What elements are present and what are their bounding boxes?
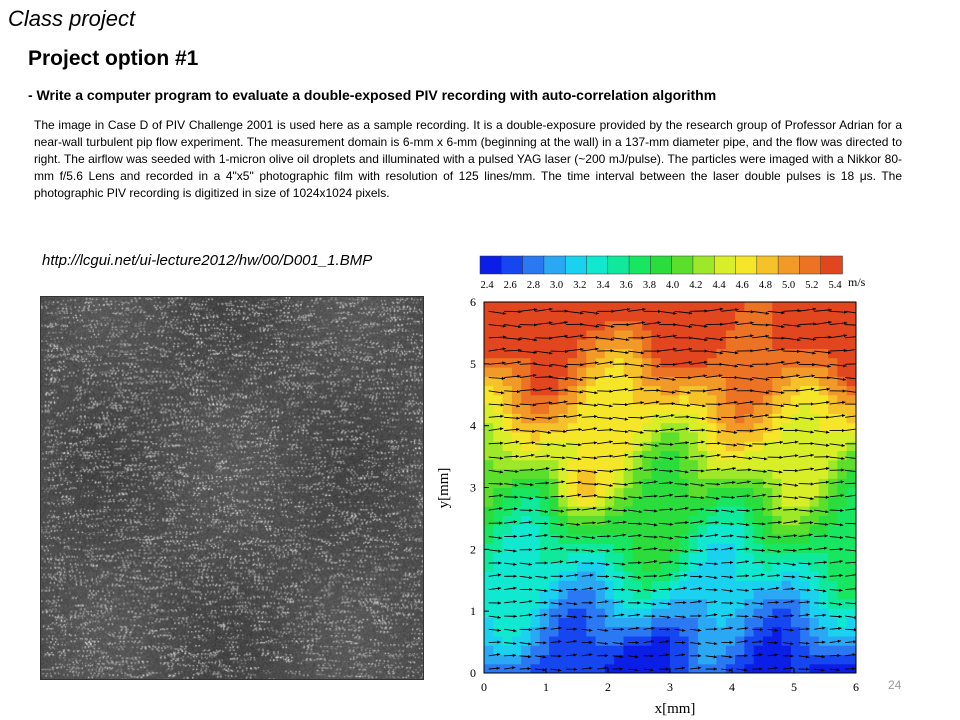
y-tick-label: 0 bbox=[470, 666, 476, 680]
y-tick-label: 1 bbox=[470, 604, 476, 618]
colorbar-swatch bbox=[671, 255, 694, 275]
vector-arrows bbox=[488, 307, 856, 672]
colorbar-swatch bbox=[564, 255, 588, 275]
page-number: 24 bbox=[888, 678, 902, 692]
y-tick-label: 6 bbox=[470, 295, 476, 309]
axes: 0 1 2 3 4 5 6 0 1 2 3 4 5 6 bbox=[470, 295, 859, 694]
colorbar-swatch bbox=[586, 255, 609, 275]
x-tick-label: 3 bbox=[667, 680, 673, 694]
velocity-field-chart: 2.4 2.6 2.8 3.0 3.2 3.4 3.6 3.8 4.0 4.2 4.4 4.6 4.8 5… bbox=[436, 255, 866, 717]
colorbar-tick-label: 3.2 bbox=[573, 280, 586, 291]
piv-recording-image bbox=[40, 296, 424, 680]
colorbar-swatch bbox=[650, 255, 673, 275]
colorbar-tick-label: 2.8 bbox=[527, 280, 540, 291]
colorbar-swatch bbox=[501, 255, 524, 275]
x-tick-label: 0 bbox=[481, 680, 487, 694]
colorbar-swatch bbox=[543, 255, 566, 275]
colorbar-tick-label: 5.0 bbox=[782, 280, 795, 291]
colorbar-tick-label: 4.2 bbox=[689, 280, 702, 291]
colorbar-swatch bbox=[735, 255, 758, 275]
colorbar: 2.4 2.6 2.8 3.0 3.2 3.4 3.6 3.8 4.0 4.2 4.4 4.6 4.8 5… bbox=[479, 255, 843, 291]
colorbar-swatch bbox=[628, 255, 652, 275]
colorbar-swatch bbox=[479, 255, 503, 275]
colorbar-tick-label: 5.2 bbox=[805, 280, 818, 291]
colorbar-swatch bbox=[777, 255, 801, 275]
x-tick-label: 5 bbox=[791, 680, 797, 694]
x-axis-label: x[mm] bbox=[655, 701, 696, 717]
colorbar-swatch bbox=[799, 255, 822, 275]
colorbar-swatch bbox=[607, 255, 630, 275]
x-tick-label: 4 bbox=[729, 680, 735, 694]
x-tick-label: 2 bbox=[605, 680, 611, 694]
x-tick-label: 6 bbox=[853, 680, 859, 694]
colorbar-tick-label: 3.4 bbox=[596, 280, 610, 291]
project-subtitle: - Write a computer program to evaluate a… bbox=[28, 87, 717, 103]
slide-label: Class project bbox=[8, 6, 136, 31]
colorbar-tick-label: 2.4 bbox=[480, 280, 494, 291]
colorbar-tick-label: 4.6 bbox=[736, 280, 749, 291]
colorbar-tick-label: 2.6 bbox=[504, 280, 517, 291]
colorbar-swatch bbox=[692, 255, 715, 275]
colorbar-unit: m/s bbox=[848, 275, 866, 289]
colorbar-tick-label: 4.8 bbox=[759, 280, 772, 291]
colorbar-tick-label: 5.4 bbox=[828, 280, 842, 291]
y-tick-label: 4 bbox=[470, 419, 476, 433]
y-axis-label: y[mm] bbox=[436, 468, 452, 509]
colorbar-tick-label: 4.0 bbox=[666, 280, 679, 291]
project-title: Project option #1 bbox=[28, 47, 199, 70]
colorbar-swatch bbox=[820, 255, 843, 275]
image-link[interactable]: http://lcgui.net/ui-lecture2012/hw/00/D0… bbox=[42, 252, 373, 269]
y-tick-label: 5 bbox=[470, 357, 476, 371]
x-tick-label: 1 bbox=[543, 680, 549, 694]
project-description: The image in Case D of PIV Challenge 200… bbox=[34, 118, 902, 200]
colorbar-swatch bbox=[756, 255, 779, 275]
colorbar-swatch bbox=[713, 255, 737, 275]
colorbar-tick-label: 3.8 bbox=[643, 280, 656, 291]
colorbar-tick-label: 3.6 bbox=[620, 280, 633, 291]
y-tick-label: 2 bbox=[470, 542, 476, 556]
colorbar-swatch bbox=[522, 255, 545, 275]
colorbar-tick-label: 3.0 bbox=[550, 280, 563, 291]
y-tick-label: 3 bbox=[470, 481, 476, 495]
colorbar-tick-label: 4.4 bbox=[712, 280, 726, 291]
